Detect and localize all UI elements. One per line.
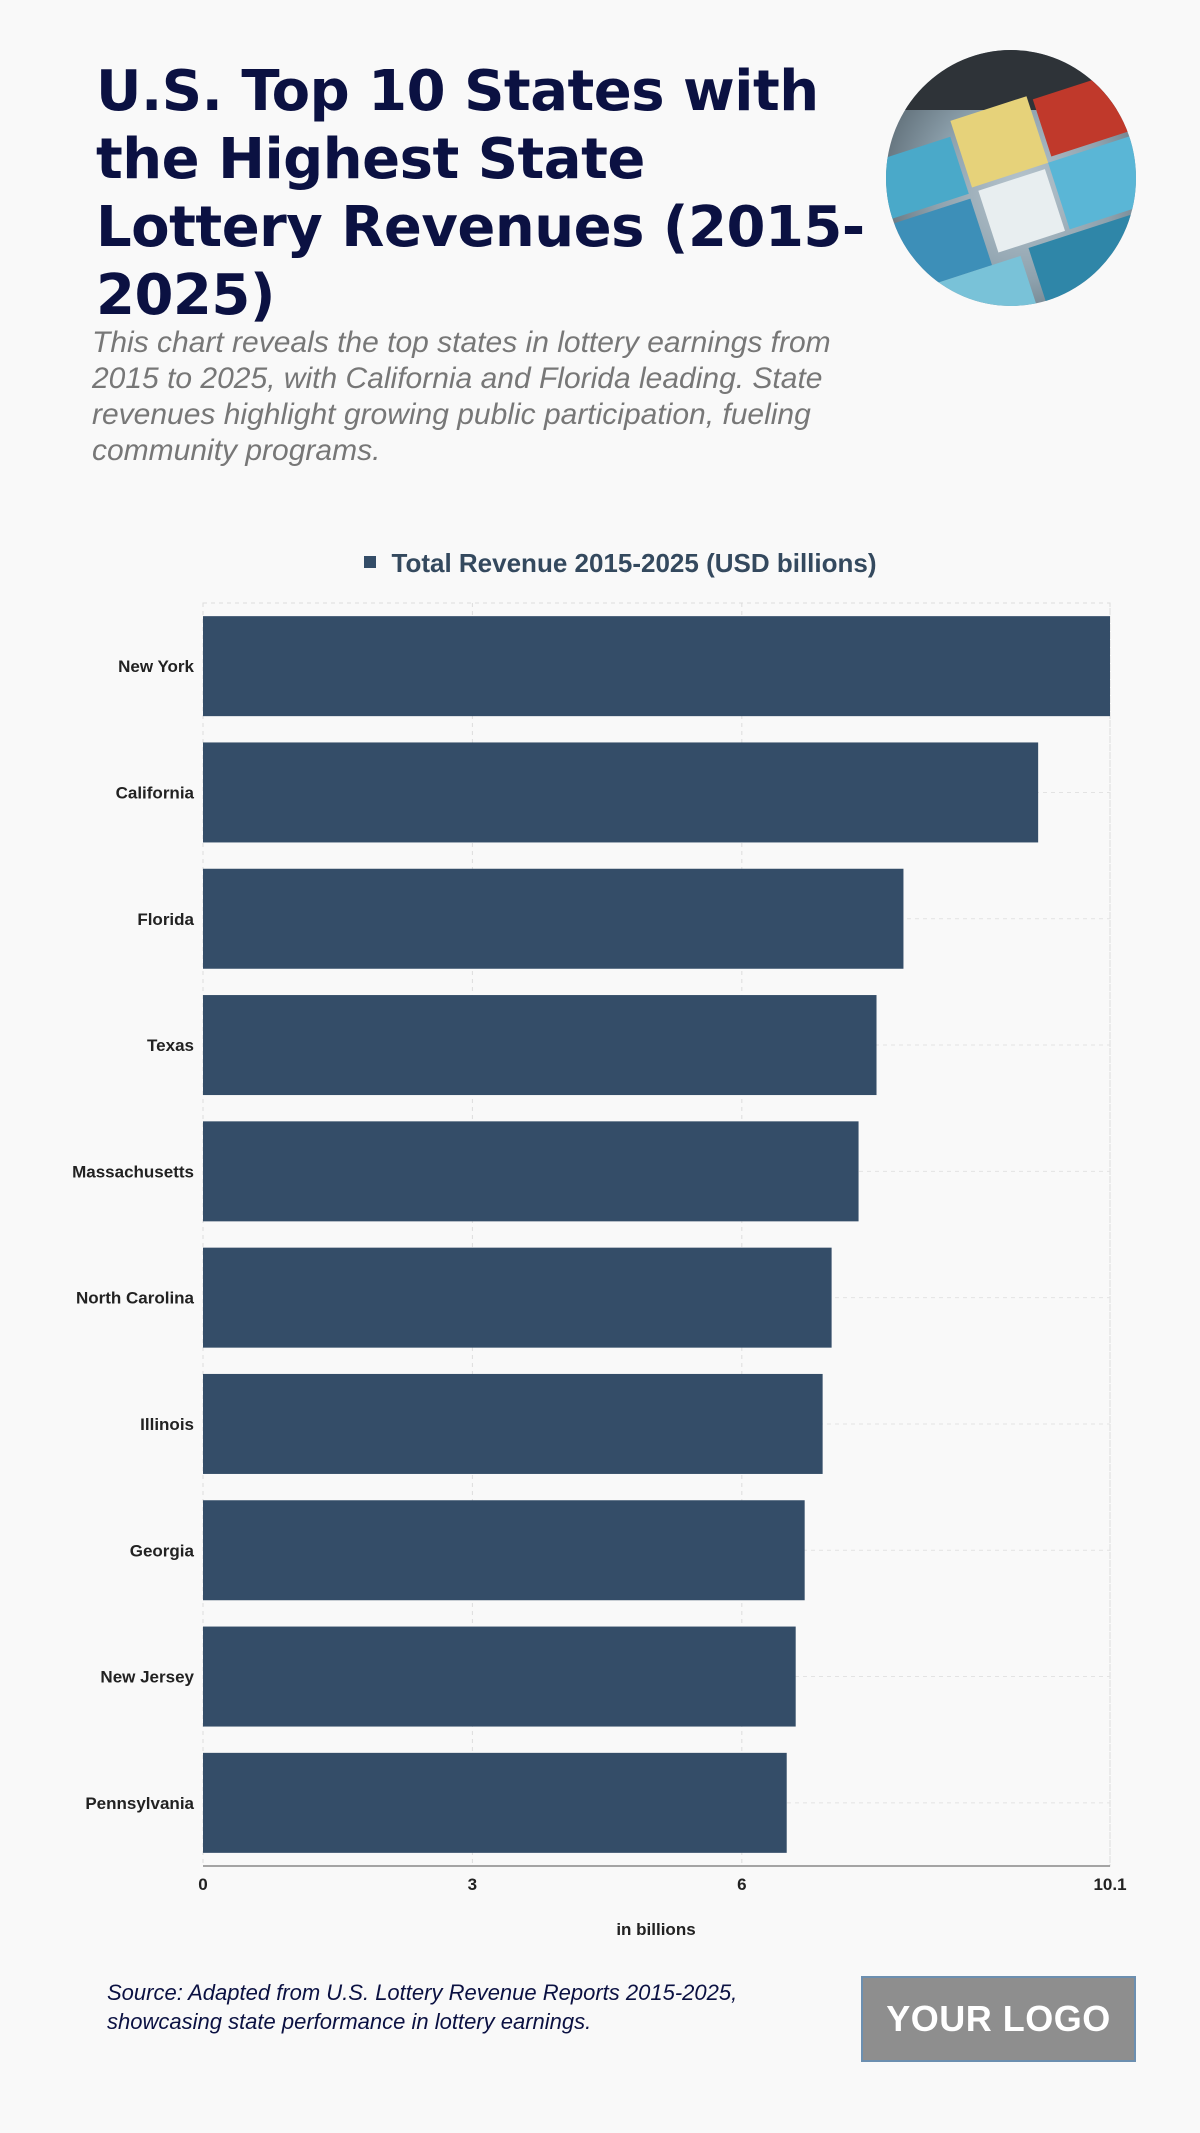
y-tick-label: North Carolina: [76, 1289, 195, 1308]
bar-chart: New York California Florida Texas Massachuse…: [72, 602, 1127, 1939]
bar-texas: [203, 995, 877, 1096]
bar-georgia: [203, 1500, 805, 1601]
y-tick-label: Illinois: [140, 1415, 194, 1434]
bar-massachusetts: [203, 1121, 859, 1222]
logo-placeholder: YOUR LOGO: [861, 1976, 1136, 2062]
bar-california: [203, 742, 1039, 843]
y-tick-label: Florida: [137, 910, 194, 929]
x-tick-label: 3: [468, 1875, 477, 1894]
chart-legend: Total Revenue 2015-2025 (USD billions): [0, 548, 1200, 579]
x-tick-label: 10.1: [1093, 1875, 1126, 1894]
y-tick-label: Texas: [147, 1036, 194, 1055]
plot-frame: [202, 602, 1111, 1867]
lottery-tickets-photo: [886, 50, 1136, 306]
source-note: Source: Adapted from U.S. Lottery Revenu…: [107, 1980, 738, 2034]
y-tick-label: Georgia: [130, 1541, 195, 1560]
x-tick-label: 0: [198, 1875, 207, 1894]
y-tick-label: Massachusetts: [72, 1162, 194, 1181]
y-tick-label: California: [116, 783, 195, 802]
bar-new-york: [203, 616, 1110, 717]
page-title: U.S. Top 10 States with the Highest Stat…: [96, 59, 865, 328]
bar-pennsylvania: [203, 1752, 787, 1853]
legend-swatch: [363, 556, 376, 569]
bar-illinois: [203, 1373, 823, 1474]
y-tick-label: New Jersey: [100, 1668, 194, 1687]
bar-florida: [203, 868, 904, 969]
y-tick-label: New York: [118, 657, 194, 676]
bar-north-carolina: [203, 1247, 832, 1348]
x-axis-title: in billions: [616, 1920, 695, 1939]
chart-description: This chart reveals the top states in lot…: [92, 326, 831, 467]
bar-new-jersey: [203, 1626, 796, 1727]
y-tick-label: Pennsylvania: [85, 1794, 194, 1813]
legend-label: Total Revenue 2015-2025 (USD billions): [391, 548, 877, 578]
x-tick-label: 6: [737, 1875, 746, 1894]
